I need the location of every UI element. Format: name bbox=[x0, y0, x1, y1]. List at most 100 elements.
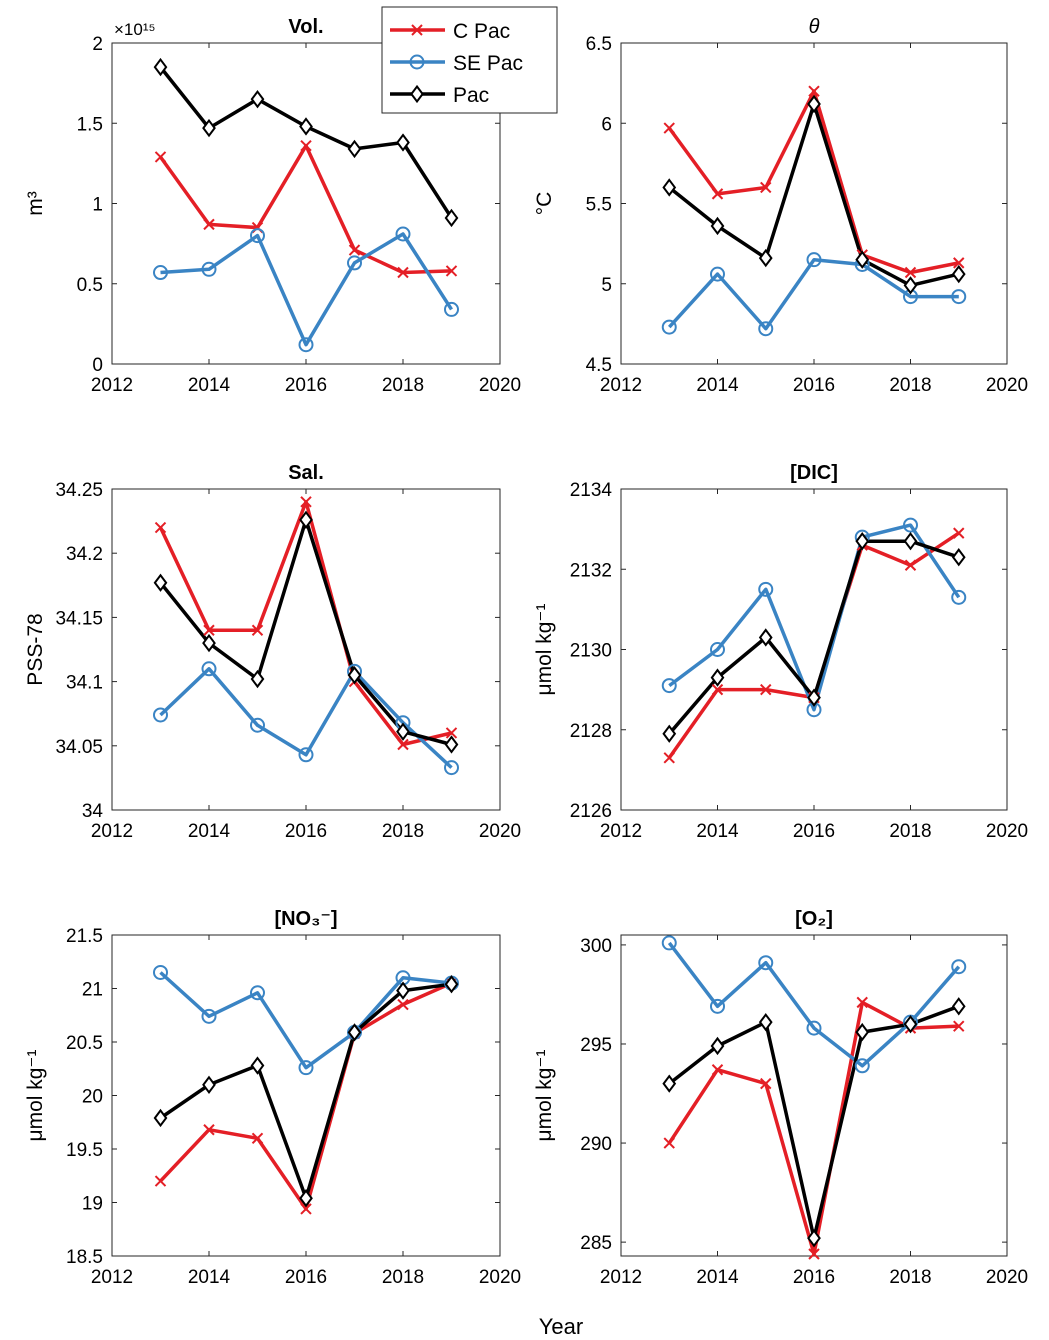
data-point bbox=[663, 122, 675, 134]
legend-label: Pac bbox=[453, 84, 489, 107]
legend-marker bbox=[409, 54, 425, 70]
y-tick-label: 5.5 bbox=[586, 195, 612, 216]
data-point bbox=[202, 1075, 216, 1094]
data-point bbox=[445, 265, 458, 277]
legend-marker bbox=[410, 84, 424, 104]
x-tick-label: 2014 bbox=[188, 821, 231, 842]
data-point bbox=[903, 1015, 918, 1034]
data-point bbox=[758, 321, 774, 337]
data-point bbox=[396, 981, 410, 1000]
x-tick-label: 2016 bbox=[793, 1267, 835, 1288]
y-tick-label: 1.5 bbox=[77, 114, 103, 135]
data-point bbox=[153, 707, 168, 723]
chart-title: Sal. bbox=[288, 462, 324, 484]
data-point bbox=[806, 1020, 822, 1036]
data-point bbox=[396, 722, 410, 741]
data-point bbox=[710, 216, 725, 236]
data-point bbox=[154, 521, 167, 534]
y-tick-label: 34 bbox=[82, 801, 104, 822]
y-tick-label: 21.5 bbox=[66, 926, 103, 947]
data-point bbox=[760, 1077, 772, 1090]
data-point bbox=[347, 1023, 362, 1042]
x-tick-label: 2020 bbox=[986, 375, 1028, 396]
chart-panel: 2012 2014 2016 2018 2020 2126 2128 2130 2132 2134… bbox=[533, 462, 1028, 842]
data-point bbox=[250, 228, 265, 244]
y-tick-label: 1 bbox=[92, 195, 103, 216]
data-point bbox=[808, 1248, 820, 1260]
data-point bbox=[855, 531, 870, 551]
data-point bbox=[758, 955, 774, 971]
x-tick-label: 2012 bbox=[600, 1267, 642, 1288]
data-point bbox=[154, 151, 167, 163]
series-line bbox=[160, 232, 453, 347]
legend-marker bbox=[411, 24, 423, 36]
data-point bbox=[203, 624, 215, 636]
y-axis-label: m³ bbox=[24, 191, 47, 216]
data-point bbox=[953, 527, 965, 539]
series-line bbox=[667, 89, 960, 275]
y-tick-label: 19.5 bbox=[66, 1140, 103, 1161]
legend-label: SE Pac bbox=[453, 52, 523, 75]
y-axis-label: PSS-78 bbox=[24, 613, 47, 685]
data-point bbox=[663, 1137, 675, 1149]
x-tick-label: 2016 bbox=[285, 375, 327, 396]
data-point bbox=[300, 496, 312, 508]
chart-title: θ bbox=[809, 16, 820, 38]
data-point bbox=[711, 1064, 724, 1076]
data-point bbox=[153, 57, 168, 77]
data-point bbox=[758, 628, 773, 647]
data-point bbox=[201, 261, 217, 277]
y-tick-label: 295 bbox=[580, 1035, 612, 1056]
y-tick-label: 21 bbox=[82, 980, 103, 1001]
data-point bbox=[710, 668, 725, 687]
data-point bbox=[250, 90, 265, 109]
data-point bbox=[951, 264, 966, 284]
data-point bbox=[445, 727, 458, 739]
data-point bbox=[397, 738, 409, 751]
x-tick-label: 2020 bbox=[479, 1267, 521, 1288]
data-point bbox=[662, 724, 677, 743]
x-tick-label: 2018 bbox=[382, 1267, 424, 1288]
data-point bbox=[298, 337, 314, 353]
data-point bbox=[444, 735, 459, 754]
x-tick-label: 2014 bbox=[696, 821, 739, 842]
y-tick-label: 18.5 bbox=[66, 1247, 103, 1268]
x-tick-label: 2012 bbox=[91, 821, 133, 842]
data-point bbox=[397, 998, 409, 1011]
series-line bbox=[668, 523, 961, 712]
y-tick-label: 290 bbox=[580, 1134, 612, 1155]
chart-title: [DIC] bbox=[790, 462, 838, 484]
data-point bbox=[854, 1058, 870, 1074]
data-point bbox=[395, 226, 411, 242]
chart-panel: 2012 2014 2016 2018 2020 285 290 295 300 [O₂] μmol… bbox=[533, 908, 1028, 1288]
data-point bbox=[710, 642, 725, 657]
y-tick-label: 2 bbox=[92, 34, 103, 55]
y-tick-label: 6.5 bbox=[586, 34, 612, 55]
series-line bbox=[158, 500, 452, 747]
data-point bbox=[951, 959, 967, 975]
data-point bbox=[661, 935, 677, 951]
data-point bbox=[855, 1022, 870, 1042]
data-point bbox=[250, 1056, 265, 1075]
data-point bbox=[300, 1203, 312, 1215]
data-point bbox=[953, 257, 965, 269]
x-tick-label: 2012 bbox=[91, 375, 133, 396]
data-point bbox=[711, 683, 724, 696]
series-line bbox=[667, 1000, 959, 1256]
data-point bbox=[444, 208, 459, 228]
data-point bbox=[348, 244, 361, 256]
x-tick-label: 2012 bbox=[91, 1267, 133, 1288]
y-tick-label: 34.2 bbox=[66, 544, 103, 565]
chart-panel: 2012 2014 2016 2018 2020 18.5 19 19.5 20 20.5 21 21… bbox=[24, 908, 521, 1288]
data-point bbox=[250, 717, 265, 733]
x-tick-label: 2020 bbox=[479, 375, 521, 396]
series-line bbox=[668, 1004, 960, 1240]
data-point bbox=[903, 517, 918, 533]
y-tick-label: 0 bbox=[92, 355, 103, 376]
y-axis-label: μmol kg⁻¹ bbox=[24, 1049, 47, 1141]
x-tick-label: 2014 bbox=[188, 1267, 231, 1288]
data-point bbox=[758, 1013, 773, 1032]
chart-title: Vol. bbox=[288, 16, 323, 38]
data-point bbox=[807, 688, 821, 707]
series-line bbox=[159, 143, 452, 275]
